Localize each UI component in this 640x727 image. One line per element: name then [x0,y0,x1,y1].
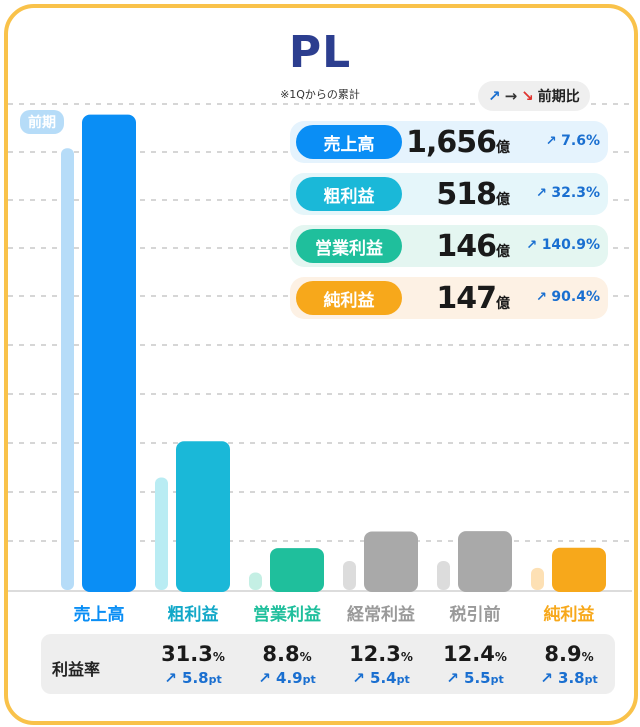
up-arrow-icon: ↗ [536,186,552,201]
kpi-change: ↗ 32.3% [536,185,600,201]
kpi-change: ↗ 90.4% [536,289,600,305]
kpi-value: 147億 [436,281,510,316]
category-label: 売上高 [73,605,125,625]
up-arrow-icon: ↗ [540,669,559,687]
bar-current-5 [552,547,606,592]
margin-change: ↗ 5.4pt [352,669,410,687]
right-arrow-icon: → [504,87,518,105]
category-label: 営業利益 [253,605,321,625]
prev-period-label: 前期 [28,114,56,131]
bar-current-0 [82,114,136,592]
kpi-label: 売上高 [296,125,402,159]
kpi-value: 146億 [436,229,510,264]
bar-current-1 [176,441,230,592]
margin-row [41,634,615,694]
bar-prev-1 [155,477,168,590]
bar-current-3 [364,531,418,592]
margin-change: ↗ 4.9pt [258,669,316,687]
bar-prev-0 [61,148,74,590]
up-arrow-icon: ↗ [164,669,183,687]
margin-change: ↗ 5.5pt [446,669,504,687]
bar-prev-5 [531,567,544,590]
margin-change: ↗ 3.8pt [540,669,598,687]
margin-value: 31.3% [161,642,225,666]
up-arrow-icon: ↗ [536,290,552,305]
up-arrow-icon: ↗ [545,134,562,149]
bar-prev-3 [343,561,356,590]
kpi-card: 粗利益 518億 ↗ 32.3% [290,173,608,215]
margin-change: ↗ 5.8pt [164,669,222,687]
prev-period-tag [20,110,64,134]
chart-subtitle: ※1Qからの累計 [280,88,360,101]
kpi-value: 1,656億 [406,125,510,160]
category-label: 税引前 [449,605,501,625]
kpi-card: 営業利益 146億 ↗ 140.9% [290,225,608,267]
margin-label: 利益率 [52,660,101,679]
bar-prev-2 [249,572,262,590]
kpi-value: 518億 [436,177,510,212]
kpi-label: 純利益 [296,281,402,315]
up-arrow-icon: ↗ [352,669,371,687]
legend-label: 前期比 [537,89,580,105]
bar-current-4 [458,531,512,592]
up-arrow-icon: ↗ [526,238,542,253]
up-arrow-icon: ↗ [446,669,465,687]
legend: ↗ → ↘ 前期比 [478,81,590,111]
category-label: 粗利益 [167,605,219,625]
margin-value: 12.3% [349,642,413,666]
chart-title: PL [288,27,352,78]
kpi-card: 純利益 147億 ↗ 90.4% [290,277,608,319]
kpi-label: 営業利益 [296,229,402,263]
kpi-label: 粗利益 [296,177,402,211]
category-label: 経常利益 [347,605,415,625]
up-arrow-icon: ↗ [258,669,277,687]
kpi-card: 売上高 1,656億 ↗ 7.6% [290,121,608,163]
bar-current-2 [270,548,324,592]
margin-value: 12.4% [443,642,507,666]
kpi-change: ↗ 140.9% [526,237,600,253]
margin-value: 8.8% [262,642,312,666]
up-arrow-icon: ↗ [488,87,501,105]
down-arrow-icon: ↘ [521,87,534,105]
bar-prev-4 [437,561,450,590]
margin-value: 8.9% [544,642,594,666]
category-label: 純利益 [543,605,595,625]
kpi-change: ↗ 7.6% [545,133,600,149]
